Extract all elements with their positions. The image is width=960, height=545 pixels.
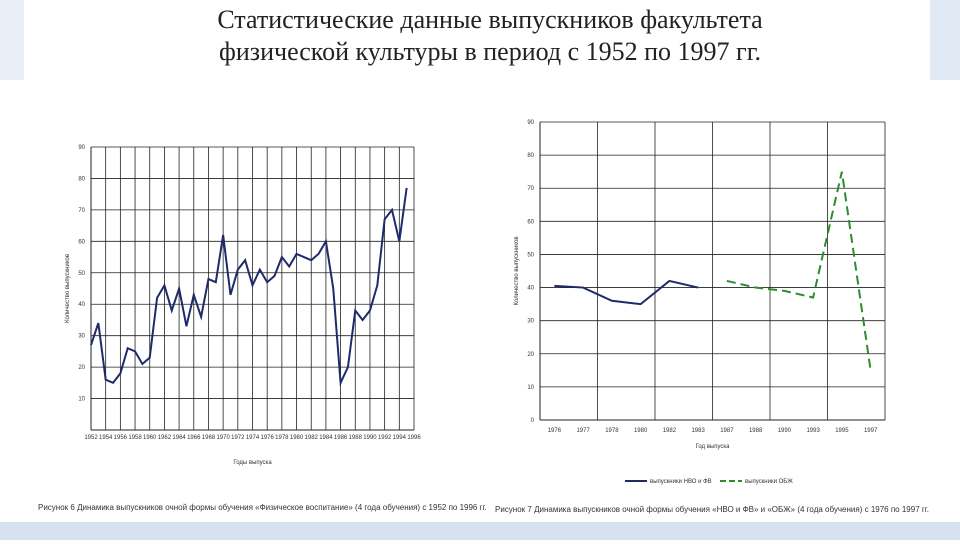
y-tick-label: 80 [527,153,534,159]
x-tick-label: 1968 [202,435,216,441]
decor [930,0,960,80]
x-axis-label: Годы выпуска [233,460,272,466]
y-tick-label: 40 [527,286,534,292]
x-tick-label: 1977 [576,428,590,434]
x-tick-label: 1984 [319,435,333,441]
y-tick-label: 90 [527,120,534,126]
x-tick-label: 1954 [99,435,113,441]
decor [0,0,24,80]
legend-label: выпускники НВО и ФВ [650,479,712,485]
x-tick-label: 1988 [749,428,763,434]
x-tick-label: 1976 [261,435,275,441]
x-tick-label: 1956 [114,435,128,441]
x-tick-label: 1978 [275,435,289,441]
x-tick-label: 1978 [605,428,619,434]
y-tick-label: 10 [527,385,534,391]
x-tick-label: 1970 [216,435,230,441]
x-tick-label: 1972 [231,435,245,441]
y-tick-label: 20 [78,365,85,371]
x-tick-label: 1966 [187,435,201,441]
x-tick-label: 1990 [363,435,377,441]
x-tick-label: 1962 [158,435,172,441]
x-tick-label: 1992 [378,435,392,441]
x-tick-label: 1960 [143,435,157,441]
x-tick-label: 1996 [407,435,421,441]
x-tick-label: 1976 [548,428,562,434]
y-tick-label: 60 [78,239,85,245]
x-tick-label: 1995 [835,428,849,434]
x-tick-label: 1980 [634,428,648,434]
y-tick-label: 40 [78,302,85,308]
y-tick-label: 50 [527,252,534,258]
y-tick-label: 80 [78,176,85,182]
x-tick-label: 1997 [864,428,878,434]
x-tick-label: 1994 [393,435,407,441]
series-line [90,187,408,387]
x-tick-label: 1983 [691,428,705,434]
x-tick-label: 1987 [720,428,734,434]
x-tick-label: 1980 [290,435,304,441]
y-tick-label: 50 [78,271,85,277]
x-tick-label: 1986 [334,435,348,441]
x-axis-label: Год выпуска [696,444,731,450]
x-tick-label: 1974 [246,435,260,441]
y-axis-label: Количество выпускников [514,236,520,305]
caption: Рисунок 7 Динамика выпускников очной фор… [495,505,929,514]
title-line: Статистические данные выпускников факуль… [217,5,763,34]
y-tick-label: 30 [78,334,85,340]
y-tick-label: 20 [527,352,534,358]
title-line: физической культуры в период с 1952 по 1… [219,37,761,66]
y-tick-label: 90 [78,145,85,151]
series-line [726,171,872,371]
x-tick-label: 1982 [663,428,677,434]
x-tick-label: 1990 [778,428,792,434]
y-tick-label: 70 [527,186,534,192]
y-tick-label: 70 [78,208,85,214]
y-tick-label: 10 [78,397,85,403]
y-tick-label: 60 [527,219,534,225]
x-tick-label: 1952 [84,435,98,441]
x-tick-label: 1982 [305,435,319,441]
legend-label: выпускники ОБЖ [745,479,793,485]
y-tick-label: 0 [531,418,535,424]
series-line [554,279,699,306]
x-tick-label: 1958 [128,435,142,441]
caption: Рисунок 6 Динамика выпускников очной фор… [38,503,487,512]
decor [0,522,960,540]
x-tick-label: 1993 [806,428,820,434]
y-tick-label: 30 [527,319,534,325]
y-axis-label: Количество выпускников [65,254,71,323]
x-tick-label: 1988 [349,435,363,441]
x-tick-label: 1964 [172,435,186,441]
